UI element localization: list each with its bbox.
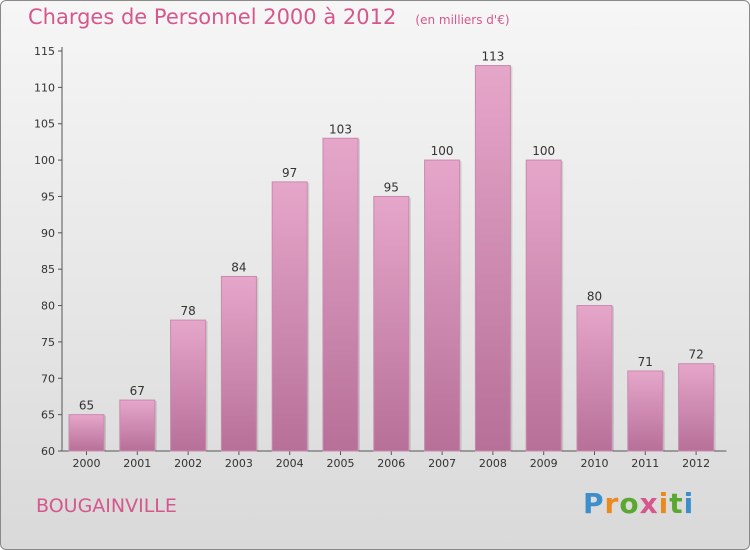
- data-label: 84: [231, 260, 246, 274]
- y-tick-label: 85: [41, 263, 55, 276]
- x-tick-label: 2000: [73, 457, 101, 470]
- x-tick-label: 2010: [581, 457, 609, 470]
- x-tick-label: 2004: [276, 457, 304, 470]
- y-tick-label: 60: [41, 445, 55, 458]
- x-tick-label: 2006: [377, 457, 405, 470]
- x-tick-label: 2007: [428, 457, 456, 470]
- commune-name: BOUGAINVILLE: [36, 495, 177, 517]
- x-tick-label: 2009: [530, 457, 558, 470]
- data-label: 97: [282, 166, 297, 180]
- y-tick-label: 75: [41, 336, 55, 349]
- data-label: 100: [431, 144, 454, 158]
- bar: [373, 195, 410, 452]
- bar: [220, 275, 257, 452]
- bar: [322, 137, 359, 452]
- y-tick-label: 70: [41, 372, 55, 385]
- chart-header: Charges de Personnel 2000 à 2012 (en mil…: [28, 5, 510, 29]
- data-label: 113: [481, 50, 504, 64]
- y-tick-label: 65: [41, 409, 55, 422]
- bar: [170, 319, 207, 452]
- y-tick-label: 100: [34, 154, 55, 167]
- bar: [576, 305, 613, 452]
- chart-title: Charges de Personnel 2000 à 2012: [28, 5, 397, 29]
- chart-subtitle: (en milliers d'€): [415, 13, 510, 27]
- data-label: 71: [638, 355, 653, 369]
- data-label: 67: [130, 384, 145, 398]
- y-tick-label: 115: [34, 45, 55, 58]
- x-tick-label: 2001: [123, 457, 151, 470]
- data-label: 103: [329, 122, 352, 136]
- bar: [424, 159, 461, 452]
- data-label: 65: [79, 399, 94, 413]
- bar: [525, 159, 562, 452]
- data-label: 100: [532, 144, 555, 158]
- y-tick-label: 95: [41, 190, 55, 203]
- x-tick-label: 2008: [479, 457, 507, 470]
- bar: [119, 399, 156, 452]
- data-label: 95: [384, 180, 399, 194]
- data-label: 80: [587, 290, 602, 304]
- bar: [68, 414, 105, 452]
- x-tick-label: 2012: [682, 457, 710, 470]
- x-tick-label: 2002: [174, 457, 202, 470]
- x-tick-label: 2005: [327, 457, 355, 470]
- y-tick-label: 110: [34, 81, 55, 94]
- y-tick-label: 105: [34, 118, 55, 131]
- data-label: 78: [180, 304, 195, 318]
- proxiti-logo[interactable]: Proxiti: [583, 487, 695, 520]
- bar: [474, 65, 511, 452]
- data-label: 72: [688, 348, 703, 362]
- bar: [627, 370, 664, 452]
- bar: [678, 363, 715, 452]
- y-tick-label: 80: [41, 300, 55, 313]
- x-tick-label: 2003: [225, 457, 253, 470]
- bar: [271, 181, 308, 452]
- x-tick-label: 2011: [631, 457, 659, 470]
- y-tick-label: 90: [41, 227, 55, 240]
